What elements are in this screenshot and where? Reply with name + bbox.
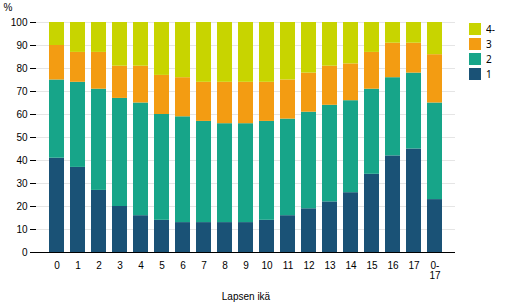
- svg-text:40: 40: [16, 155, 28, 166]
- svg-text:0: 0: [22, 247, 28, 258]
- svg-text:15: 15: [366, 260, 378, 271]
- html-text:2: 2: [486, 52, 492, 66]
- svg-text:9: 9: [243, 260, 249, 271]
- svg-text:70: 70: [16, 86, 28, 97]
- svg-text:0: 0: [54, 260, 60, 271]
- svg-text:8: 8: [222, 260, 228, 271]
- svg-text:5: 5: [159, 260, 165, 271]
- svg-text:4: 4: [138, 260, 144, 271]
- svg-text:20: 20: [16, 201, 28, 212]
- svg-text:16: 16: [387, 260, 399, 271]
- svg-text:30: 30: [16, 178, 28, 189]
- html-text:1: 1: [486, 67, 492, 81]
- html-text:3: 3: [486, 37, 492, 51]
- svg-text:13: 13: [324, 260, 336, 271]
- svg-text:0-17: 0-17: [429, 260, 441, 281]
- svg-text:3: 3: [117, 260, 123, 271]
- svg-text:60: 60: [16, 109, 28, 120]
- svg-text:6: 6: [180, 260, 186, 271]
- svg-text:1: 1: [75, 260, 81, 271]
- svg-text:17: 17: [408, 260, 420, 271]
- svg-text:90: 90: [16, 40, 28, 51]
- svg-text:11: 11: [283, 260, 294, 271]
- svg-text:14: 14: [345, 260, 357, 271]
- svg-text:%: %: [4, 2, 13, 13]
- svg-text:80: 80: [16, 63, 28, 74]
- svg-text:2: 2: [96, 260, 102, 271]
- svg-text:50: 50: [16, 132, 28, 143]
- html-text:4-: 4-: [486, 22, 495, 36]
- svg-text:7: 7: [201, 260, 207, 271]
- svg-text:Lapsen ikä: Lapsen ikä: [222, 291, 271, 302]
- svg-text:10: 10: [261, 260, 273, 271]
- svg-text:12: 12: [303, 260, 315, 271]
- svg-text:10: 10: [16, 224, 28, 235]
- svg-text:100: 100: [11, 17, 28, 28]
